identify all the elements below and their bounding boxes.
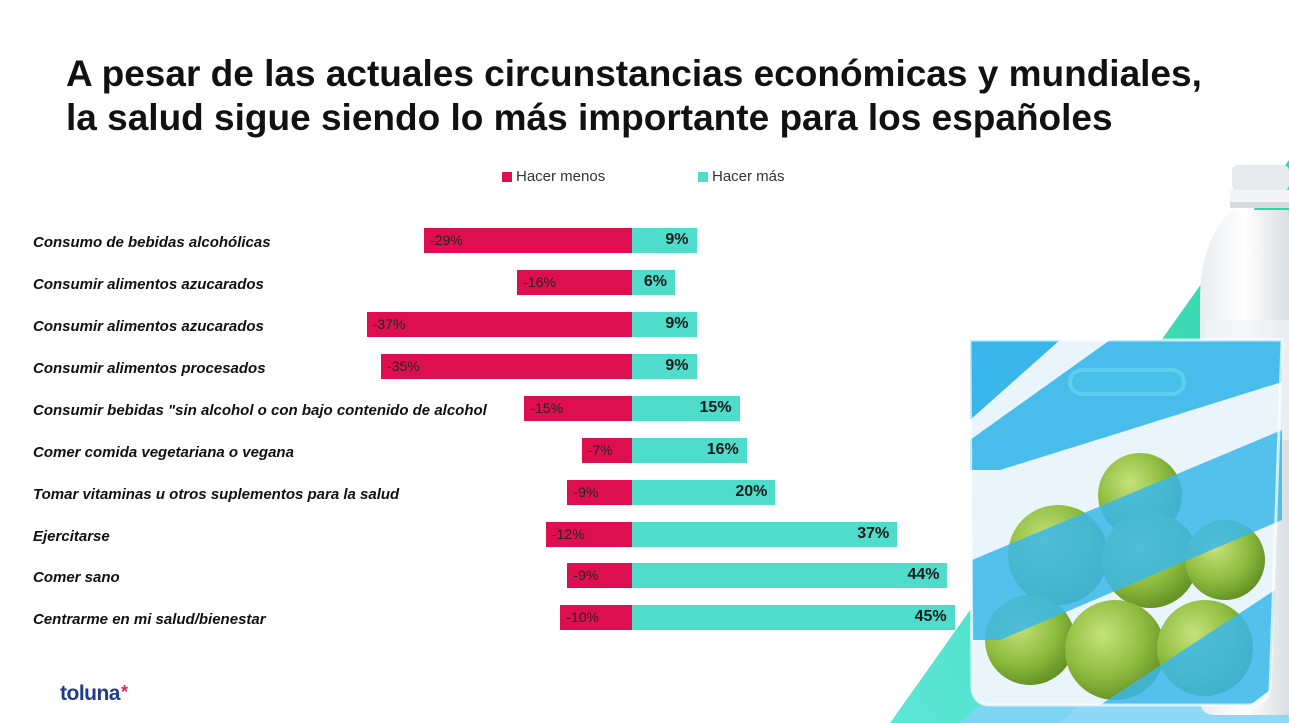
category-label: Comer sano bbox=[33, 569, 120, 586]
category-label: Consumir alimentos procesados bbox=[33, 360, 266, 377]
data-label-hacer-menos: -9% bbox=[573, 567, 599, 583]
bar-hacer-menos bbox=[517, 269, 632, 295]
data-label-hacer-menos: -15% bbox=[530, 400, 564, 416]
data-label-hacer-mas: 16% bbox=[706, 441, 739, 458]
logo-star-icon: * bbox=[121, 682, 128, 702]
data-label-hacer-menos: -37% bbox=[372, 316, 406, 332]
data-label-hacer-mas: 37% bbox=[857, 525, 890, 542]
data-label-hacer-mas: 15% bbox=[699, 399, 732, 416]
data-label-hacer-menos: -12% bbox=[551, 526, 585, 542]
bar-hacer-mas bbox=[632, 269, 676, 295]
bar-hacer-menos bbox=[567, 562, 632, 588]
data-label-hacer-mas: 20% bbox=[735, 483, 768, 500]
data-label-hacer-mas: 9% bbox=[665, 231, 689, 248]
bar-hacer-mas bbox=[632, 437, 747, 463]
bar-hacer-menos bbox=[524, 395, 632, 421]
bar-hacer-mas bbox=[632, 395, 740, 421]
legend-item-negative: Hacer menos bbox=[502, 168, 605, 185]
bar-hacer-mas bbox=[632, 521, 898, 547]
title-line-2: la salud sigue siendo lo más importante … bbox=[66, 97, 1113, 138]
category-label: Comer comida vegetariana o vegana bbox=[33, 444, 294, 461]
data-label-hacer-mas: 9% bbox=[665, 357, 689, 374]
bar-hacer-mas bbox=[632, 562, 948, 588]
bar-hacer-menos bbox=[366, 311, 632, 337]
bar-hacer-mas bbox=[632, 604, 955, 630]
category-label: Tomar vitaminas u otros suplementos para… bbox=[33, 486, 400, 503]
category-label: Centrarme en mi salud/bienestar bbox=[33, 611, 266, 628]
legend-label-negative: Hacer menos bbox=[516, 168, 606, 185]
bar-hacer-menos bbox=[581, 437, 632, 463]
bar-hacer-mas bbox=[632, 479, 776, 505]
logo-text: toluna bbox=[60, 682, 121, 705]
bar-hacer-mas bbox=[632, 353, 697, 379]
page-title: A pesar de las actuales circunstancias e… bbox=[66, 52, 1266, 140]
data-label-hacer-menos: -10% bbox=[566, 609, 599, 625]
data-label-hacer-mas: 6% bbox=[643, 273, 668, 290]
data-label-hacer-menos: -9% bbox=[573, 484, 599, 500]
legend-label-positive: Hacer más bbox=[712, 168, 785, 185]
legend-item-positive: Hacer más bbox=[698, 168, 785, 185]
data-label-hacer-menos: -16% bbox=[523, 274, 556, 290]
bar-hacer-mas bbox=[632, 227, 697, 253]
data-label-hacer-mas: 44% bbox=[907, 566, 940, 583]
legend-swatch-negative bbox=[502, 171, 512, 182]
data-label-hacer-menos: -29% bbox=[430, 232, 463, 248]
category-label: Consumir alimentos azucarados bbox=[33, 318, 264, 335]
bar-hacer-mas bbox=[632, 311, 697, 337]
bar-hacer-menos bbox=[381, 353, 632, 379]
data-label-hacer-menos: -7% bbox=[587, 442, 613, 458]
category-label: Ejercitarse bbox=[33, 528, 110, 545]
toluna-logo: toluna* bbox=[60, 682, 128, 706]
data-label-hacer-mas: 9% bbox=[665, 315, 689, 332]
legend: Hacer menos Hacer más bbox=[0, 168, 1289, 188]
category-label: Consumir bebidas "sin alcohol o con bajo… bbox=[33, 402, 487, 419]
data-label-hacer-mas: 45% bbox=[914, 608, 947, 625]
legend-swatch-positive bbox=[698, 171, 708, 182]
apple-bag bbox=[968, 338, 1284, 707]
bar-hacer-menos bbox=[560, 604, 632, 630]
data-label-hacer-menos: -35% bbox=[387, 358, 420, 374]
bar-hacer-menos bbox=[567, 479, 632, 505]
bar-hacer-menos bbox=[424, 227, 632, 253]
category-label: Consumo de bebidas alcohólicas bbox=[33, 234, 271, 251]
category-label: Consumir alimentos azucarados bbox=[33, 276, 264, 293]
bar-hacer-menos bbox=[545, 521, 632, 547]
title-line-1: A pesar de las actuales circunstancias e… bbox=[66, 53, 1202, 94]
